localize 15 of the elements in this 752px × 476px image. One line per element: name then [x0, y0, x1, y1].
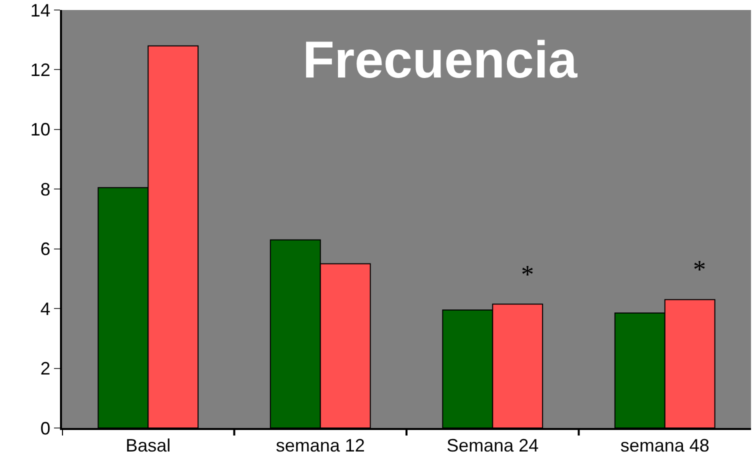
x-tick-label: semana 48 — [620, 436, 710, 456]
y-tick-label: 14 — [30, 0, 50, 20]
annotation: * — [693, 255, 706, 284]
chart-title: Frecuencia — [302, 32, 578, 90]
y-tick-label: 6 — [40, 239, 50, 260]
x-tick-label: semana 12 — [276, 436, 365, 456]
y-tick-label: 4 — [40, 298, 50, 319]
y-tick-label: 2 — [40, 358, 50, 379]
y-tick-label: 12 — [30, 60, 50, 80]
y-tick-label: 10 — [30, 120, 50, 140]
y-tick-label: 0 — [40, 418, 50, 438]
y-tick-label: 8 — [40, 179, 50, 200]
x-tick-label: Semana 24 — [446, 436, 539, 456]
x-tick-label: Basal — [126, 436, 171, 456]
annotation: * — [521, 260, 534, 289]
